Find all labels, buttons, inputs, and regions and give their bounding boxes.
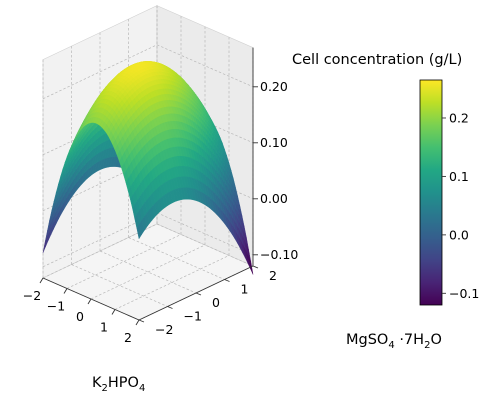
x-tick-label: −2 (23, 288, 41, 303)
y-axis-label: MgSO4 ·7H2O (346, 332, 442, 351)
colorbar-tick-label: 0.2 (449, 110, 469, 125)
y-tick-mark (167, 306, 173, 309)
colorbar-ticks: −0.1 0.0 0.1 0.2 (442, 110, 479, 301)
y-tick-mark (252, 265, 259, 269)
y-tick-mark (138, 319, 145, 323)
z-tick-label: −0.10 (260, 247, 298, 262)
x-axis-label: K2HPO4 (92, 375, 145, 394)
colorbar (419, 79, 443, 306)
y-tick-mark (195, 292, 202, 296)
z-tick-label: 0.20 (260, 79, 288, 94)
x-tick-mark (135, 319, 140, 326)
colorbar-title: Cell concentration (g/L) (292, 52, 462, 68)
floor-gridline-y (156, 223, 254, 267)
back-gridline-z (156, 44, 254, 88)
floor-gridline-x (90, 244, 206, 300)
back-gridline-z (156, 156, 254, 200)
y-tick-label: 0 (212, 295, 220, 310)
y-tick-label: −1 (184, 309, 202, 324)
surface-patch (136, 223, 142, 240)
colorbar-tick-label: −0.1 (449, 286, 479, 301)
x-tick-label: −1 (47, 299, 65, 314)
back-gridline-z (156, 212, 254, 256)
y-tick-mark (224, 279, 230, 282)
y-tick-label: 2 (269, 268, 277, 283)
x-tick-mark (63, 288, 68, 294)
floor-gridline-x (66, 234, 182, 289)
x-tick-mark (87, 298, 92, 305)
back-gridline-z (156, 100, 254, 144)
response-surface (42, 61, 254, 275)
colorbar-tick-label: 0.1 (449, 169, 469, 184)
y-tick-label: −2 (155, 322, 173, 337)
floor-gridline-y (71, 264, 168, 307)
side-gridline-z (42, 44, 158, 100)
x-tick-mark (39, 277, 44, 284)
y-tick-label: 1 (241, 282, 249, 297)
floor-gridline-y (128, 237, 225, 280)
floor-gridline-y (99, 250, 197, 294)
x-tick-label: 2 (124, 330, 132, 345)
z-tick-label: 0.00 (260, 191, 288, 206)
x-tick-label: 0 (76, 309, 84, 324)
x-tick-label: 1 (100, 320, 108, 335)
x-tick-mark (111, 309, 116, 315)
z-tick-label: 0.10 (260, 135, 288, 150)
axes-ticks: −2 −1 0 1 2 −2 −1 0 1 2 −0.10 0.00 0.10 0.20 (23, 79, 299, 345)
colorbar-tick-label: 0.0 (449, 227, 469, 242)
